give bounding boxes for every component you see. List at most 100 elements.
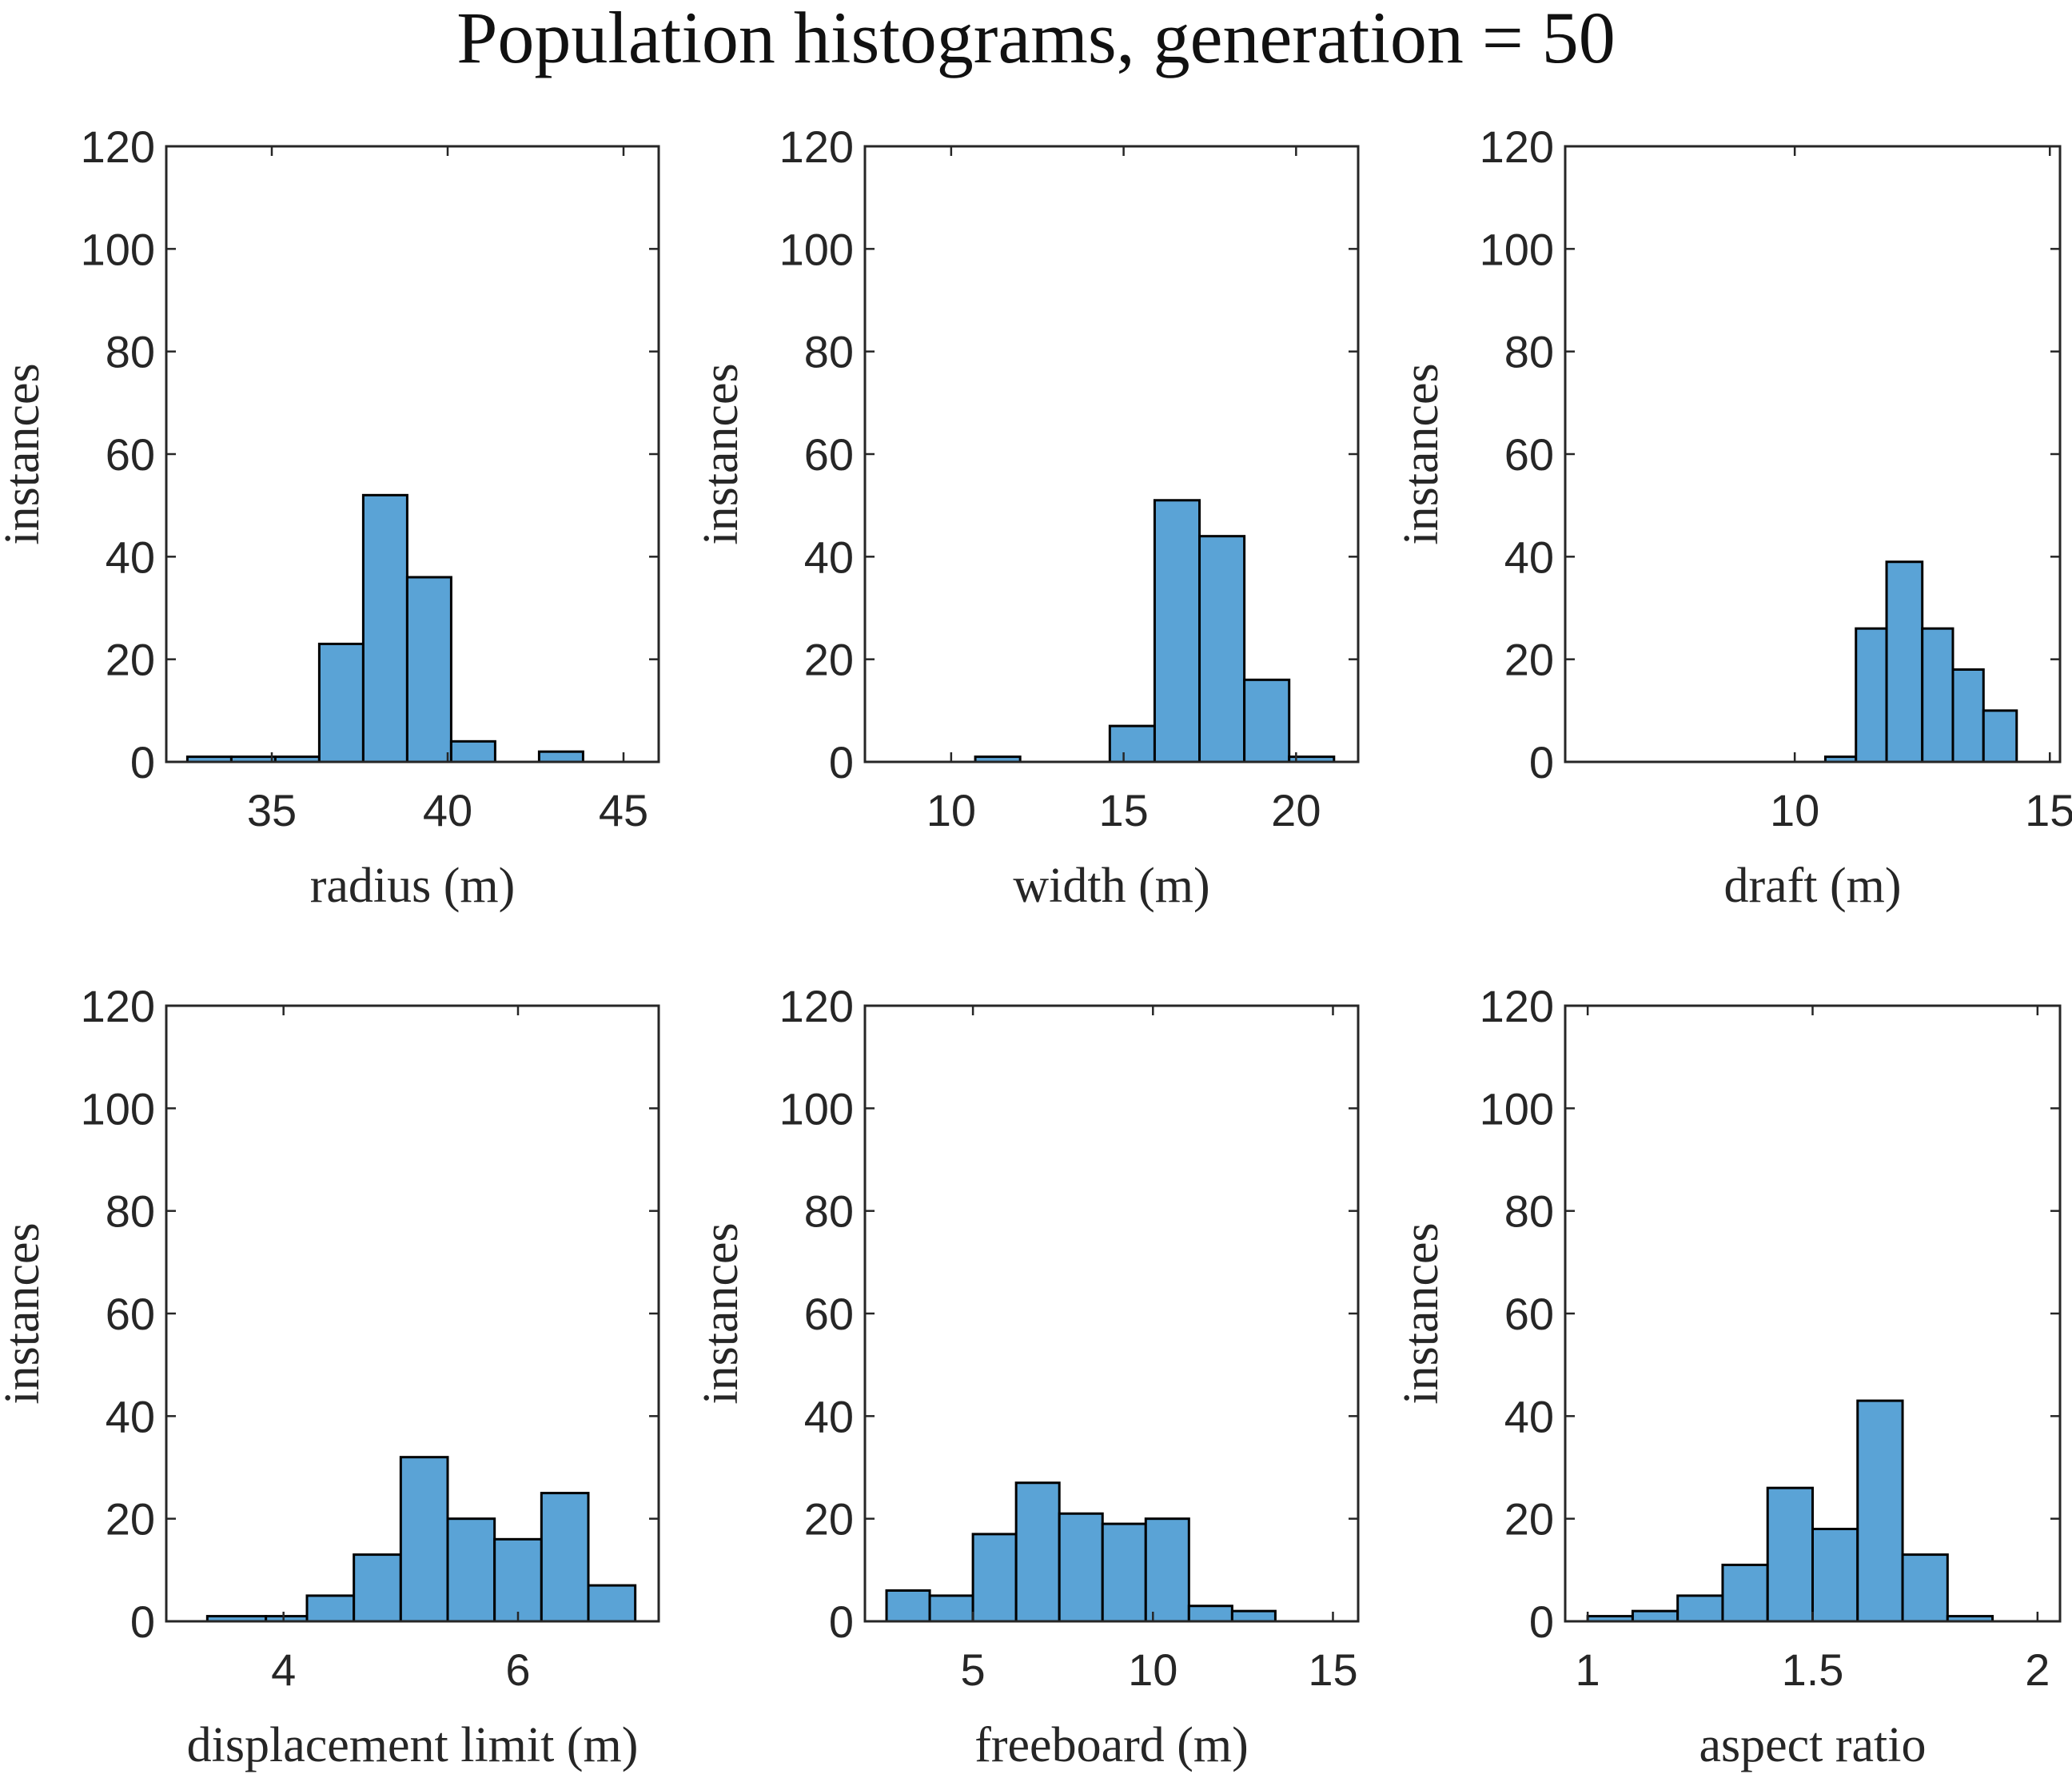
x-tick-label: 5 [961,1644,986,1695]
histogram-bar [446,1517,496,1623]
x-tick-label: 2 [2025,1644,2050,1695]
y-tick-label: 0 [1529,1597,1554,1647]
x-axis-label: draft (m) [1723,859,1901,913]
histogram-bar [399,1456,449,1623]
y-tick-label: 20 [106,1494,155,1545]
y-tick-label: 100 [779,224,854,274]
histogram-bar [1230,1609,1277,1623]
histogram-bar [1856,1399,1904,1623]
y-tick-label: 80 [1504,327,1554,377]
histogram-bar [1901,1553,1949,1623]
subplot-3: 0 20 40 60 80 100 120 10 15 draft (m) instances [1394,122,2072,913]
x-tick-label: 10 [1770,785,1819,835]
y-tick-label: 80 [106,1186,155,1237]
histogram-bar [587,1584,637,1623]
y-tick-label: 80 [106,327,155,377]
y-axis-label: instances [0,363,50,544]
y-tick-label: 80 [1504,1186,1554,1237]
y-axis-label: instances [0,1222,50,1404]
x-tick-label: 20 [1271,785,1321,835]
histogram-bar [1243,678,1291,763]
histogram-bar [1153,499,1201,763]
y-tick-label: 80 [804,1186,854,1237]
y-axis-label: instances [694,363,748,544]
y-tick-label: 60 [106,429,155,480]
histogram-bar [885,1589,931,1623]
y-tick-label: 40 [804,532,854,582]
axes-background [865,146,1358,762]
y-tick-label: 120 [1480,981,1554,1031]
histogram-bar [971,1533,1018,1623]
histogram-bar [353,1553,402,1623]
histogram-bar [928,1594,974,1623]
x-tick-label: 6 [505,1644,530,1695]
subplot-5: 0 20 40 60 80 100 120 5 10 15 freeboard (m) instanc… [694,981,1360,1772]
x-tick-label: 1 [1576,1644,1600,1695]
y-tick-label: 20 [804,635,854,685]
y-tick-label: 100 [1480,224,1554,274]
subplot-2: 0 20 40 60 80 100 120 10 15 20 width (m) instances [694,122,1360,913]
histogram-bar [1187,1605,1233,1623]
y-tick-label: 40 [804,1391,854,1441]
y-tick-label: 0 [829,1597,854,1647]
x-tick-label: 15 [1308,1644,1357,1695]
histogram-bar [1676,1594,1724,1623]
x-axis-label: displacement limit (m) [187,1718,639,1772]
subplot-1: 0 20 40 60 80 100 120 35 40 45 radius (m) instances [0,122,660,913]
y-tick-label: 20 [106,635,155,685]
histogram-bar [1721,1563,1769,1623]
histogram-bar [1144,1517,1190,1623]
x-tick-label: 35 [247,785,297,835]
subplot-4: 0 20 40 60 80 100 120 4 6 displacement limit (m) i… [0,981,660,1772]
x-tick-label: 15 [1098,785,1148,835]
histogram-bar [1014,1481,1061,1623]
y-tick-label: 20 [1504,635,1554,685]
y-tick-label: 100 [779,1083,854,1134]
y-tick-label: 100 [81,1083,155,1134]
y-tick-label: 80 [804,327,854,377]
x-axis-label: aspect ratio [1699,1718,1926,1772]
histogram-bar [1811,1528,1859,1623]
y-tick-label: 0 [1529,737,1554,787]
histogram-bar [537,750,584,763]
x-tick-label: 1.5 [1782,1644,1844,1695]
histogram-bar [361,493,408,763]
histogram-bar [1198,535,1246,763]
y-tick-label: 40 [106,532,155,582]
y-tick-label: 120 [81,122,155,172]
x-tick-label: 10 [926,785,976,835]
histogram-bar [1101,1522,1147,1623]
histogram-bar [405,576,452,763]
y-tick-label: 0 [829,737,854,787]
x-tick-label: 45 [599,785,648,835]
y-tick-label: 120 [779,981,854,1031]
y-tick-label: 60 [804,1289,854,1339]
x-tick-label: 40 [423,785,472,835]
y-axis-label: instances [1394,1222,1448,1404]
y-tick-label: 60 [804,429,854,480]
y-tick-label: 100 [1480,1083,1554,1134]
y-tick-label: 60 [1504,1289,1554,1339]
histogram-bar [1108,724,1156,763]
y-tick-label: 0 [130,1597,155,1647]
y-tick-label: 40 [1504,532,1554,582]
axes-background [865,1006,1358,1621]
histogram-bar [1766,1486,1815,1623]
x-axis-label: radius (m) [310,859,516,913]
histogram-bar [1631,1609,1680,1623]
histogram-bar [1982,709,2018,763]
y-tick-label: 20 [804,1494,854,1545]
y-tick-label: 60 [106,1289,155,1339]
histogram-bar [317,642,365,763]
y-axis-label: instances [694,1222,748,1404]
histogram-bar [1058,1512,1104,1623]
histogram-bar [305,1594,356,1623]
y-tick-label: 120 [81,981,155,1031]
histogram-bar [493,1537,543,1623]
x-tick-label: 10 [1128,1644,1177,1695]
y-tick-label: 60 [1504,429,1554,480]
subplot-6: 0 20 40 60 80 100 120 1 1.5 2 aspect ratio instance… [1394,981,2062,1772]
axes-background [1565,146,2060,762]
